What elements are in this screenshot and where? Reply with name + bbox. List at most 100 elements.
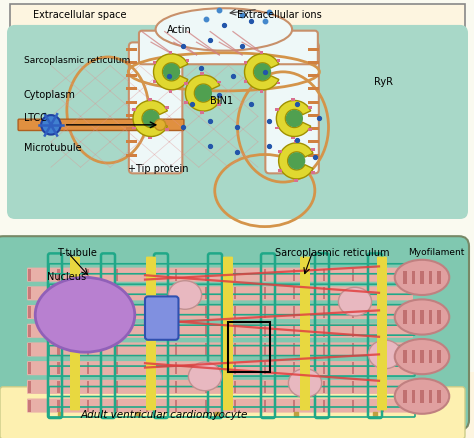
Bar (132, 109, 136, 111)
Bar (28, 325, 30, 337)
Bar (28, 381, 30, 393)
Ellipse shape (395, 300, 449, 335)
Bar (116, 325, 118, 337)
Bar (275, 127, 279, 130)
Bar (308, 75, 319, 78)
Bar (403, 390, 407, 403)
FancyBboxPatch shape (146, 257, 156, 410)
Wedge shape (279, 144, 313, 180)
Text: Nucleus: Nucleus (47, 271, 87, 281)
Bar (437, 311, 441, 324)
Bar (293, 344, 295, 356)
Bar (87, 306, 90, 318)
Bar (352, 306, 355, 318)
Bar (264, 381, 266, 393)
Bar (420, 390, 424, 403)
Bar (126, 62, 137, 65)
FancyBboxPatch shape (18, 120, 184, 131)
Bar (323, 399, 326, 412)
Text: T-tubule: T-tubule (57, 247, 97, 257)
Bar (411, 390, 415, 403)
Circle shape (254, 64, 271, 81)
Bar (205, 269, 208, 281)
Bar (165, 107, 169, 110)
Bar (126, 115, 137, 118)
Bar (244, 81, 247, 84)
Bar (146, 306, 148, 318)
Ellipse shape (188, 362, 221, 391)
Ellipse shape (288, 369, 321, 397)
Bar (323, 269, 326, 281)
Bar (185, 60, 190, 63)
Bar (382, 344, 384, 356)
Bar (234, 288, 237, 300)
Ellipse shape (395, 260, 449, 295)
FancyBboxPatch shape (27, 343, 413, 357)
Bar (420, 271, 424, 284)
Bar (87, 269, 90, 281)
Bar (205, 306, 208, 318)
Bar (146, 288, 148, 300)
Bar (382, 269, 384, 281)
Bar (175, 269, 177, 281)
FancyBboxPatch shape (27, 361, 413, 375)
Wedge shape (133, 101, 167, 137)
Bar (201, 73, 204, 76)
Bar (146, 362, 148, 374)
Bar (126, 102, 137, 104)
Bar (323, 306, 326, 318)
Bar (264, 399, 266, 412)
Bar (382, 288, 384, 300)
Bar (132, 127, 136, 130)
Text: Adult ventricular cardiomyocyte: Adult ventricular cardiomyocyte (81, 410, 248, 420)
Bar (437, 271, 441, 284)
Ellipse shape (368, 340, 401, 369)
Bar (57, 362, 60, 374)
Bar (278, 151, 282, 154)
Bar (308, 49, 319, 52)
Bar (293, 325, 295, 337)
FancyBboxPatch shape (0, 237, 469, 430)
FancyBboxPatch shape (10, 5, 465, 216)
Text: Myofilament: Myofilament (408, 247, 464, 256)
Bar (437, 350, 441, 364)
Bar (428, 311, 432, 324)
Bar (309, 129, 312, 132)
Bar (175, 344, 177, 356)
Bar (382, 325, 384, 337)
FancyBboxPatch shape (27, 286, 413, 301)
Text: Sarcoplasmic reticulum: Sarcoplasmic reticulum (24, 56, 130, 65)
Bar (382, 306, 384, 318)
Bar (308, 154, 319, 157)
Bar (352, 381, 355, 393)
Bar (403, 271, 407, 284)
Bar (57, 344, 60, 356)
Bar (293, 362, 295, 374)
FancyBboxPatch shape (145, 297, 179, 340)
Bar (293, 288, 295, 300)
Bar (352, 399, 355, 412)
Bar (234, 325, 237, 337)
FancyBboxPatch shape (27, 268, 413, 282)
Bar (411, 350, 415, 364)
Bar (205, 325, 208, 337)
Circle shape (155, 120, 165, 131)
Bar (352, 269, 355, 281)
Bar (294, 180, 298, 182)
FancyBboxPatch shape (300, 257, 310, 410)
Text: Cytoplasm: Cytoplasm (24, 90, 75, 99)
Bar (308, 115, 319, 118)
FancyBboxPatch shape (0, 372, 474, 438)
Bar (148, 138, 152, 140)
Bar (205, 381, 208, 393)
Bar (294, 141, 298, 144)
Bar (411, 271, 415, 284)
Bar (308, 88, 319, 91)
Bar (57, 306, 60, 318)
Wedge shape (276, 101, 310, 137)
Bar (175, 325, 177, 337)
Text: BIN1: BIN1 (210, 96, 233, 106)
Bar (169, 91, 173, 94)
FancyBboxPatch shape (0, 387, 465, 438)
Bar (87, 381, 90, 393)
